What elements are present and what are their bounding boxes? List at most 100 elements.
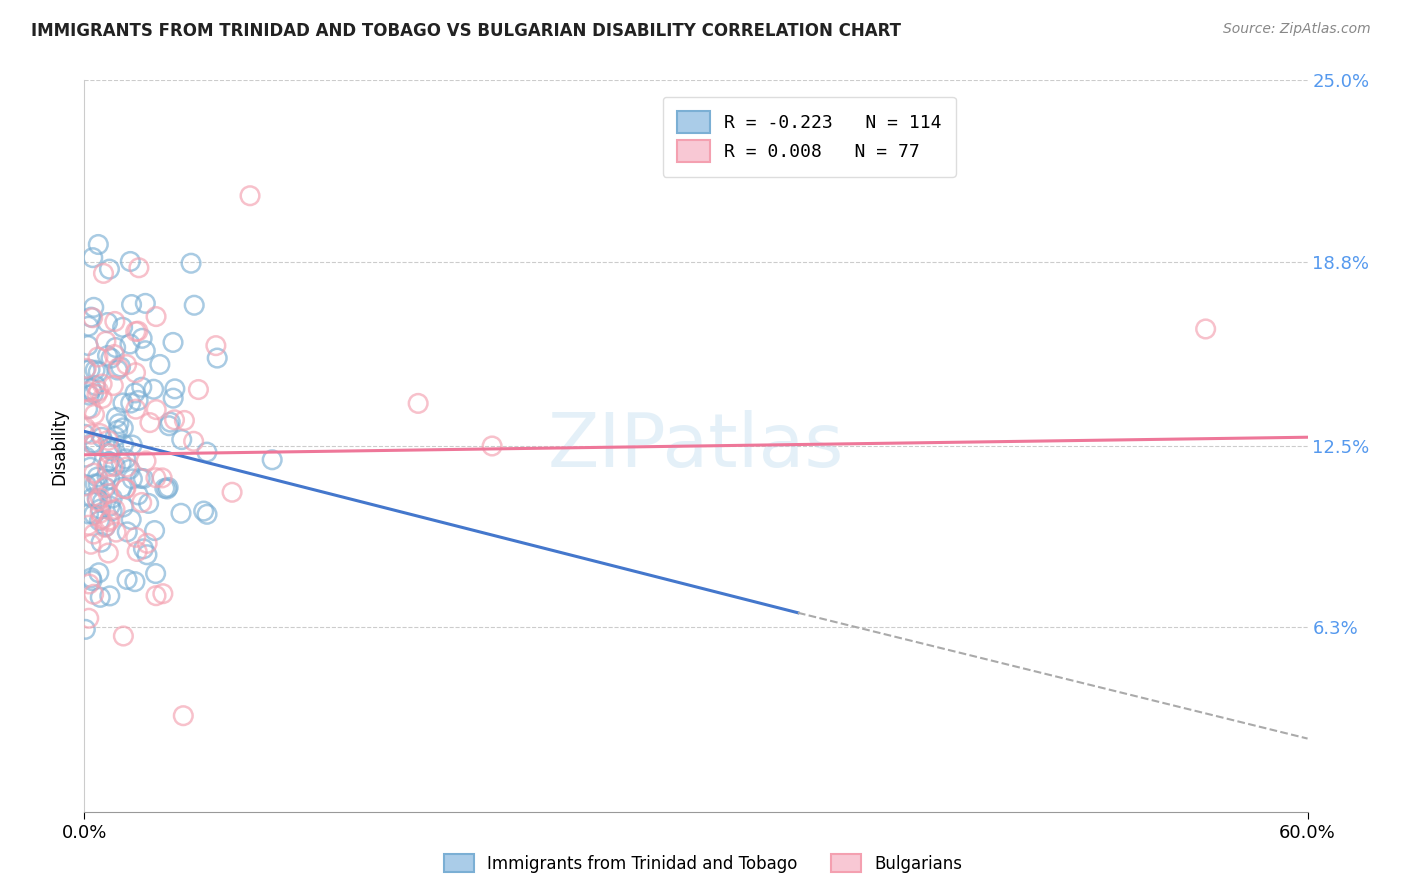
Point [100,443,122,458]
Point [86,491,108,506]
Point [98,589,121,603]
Point [80,574,103,588]
Point [80,383,103,397]
Point [87,476,110,491]
Point [111,320,134,334]
Point [96,459,118,474]
Point [121,297,143,311]
Point [107,360,129,375]
Point [163,413,186,427]
Point [97,434,120,448]
Point [262,452,284,467]
Point [86,494,108,508]
Point [136,548,159,562]
Point [131,331,153,345]
Point [73,479,96,493]
Point [101,504,124,518]
Point [117,524,139,539]
Point [406,396,429,410]
Point [131,380,153,394]
Point [121,472,143,486]
Point [195,508,218,522]
Point [125,530,148,544]
Point [104,429,127,443]
Point [94,519,117,533]
Point [142,382,165,396]
Point [93,266,115,280]
Point [90,430,112,444]
Point [173,413,195,427]
Point [96,468,118,483]
Point [112,629,135,643]
Point [115,482,138,496]
Point [131,495,153,509]
Point [187,383,209,397]
Point [112,500,135,514]
Point [77,577,100,591]
Point [82,386,104,401]
Point [105,410,128,425]
Point [118,462,141,476]
Point [98,262,121,277]
Point [80,436,103,450]
Point [75,361,97,376]
Point [94,334,117,349]
Text: ZIPatlas: ZIPatlas [548,409,844,483]
Point [86,470,108,484]
Point [83,467,105,481]
Point [75,623,97,637]
Point [145,589,167,603]
Point [120,512,142,526]
Point [127,488,149,502]
Point [83,408,105,422]
Point [96,349,118,363]
Point [132,472,155,486]
Point [112,437,135,451]
Point [97,546,120,560]
Point [124,366,146,380]
Point [110,359,132,374]
Point [157,418,180,433]
Point [127,324,149,338]
Point [112,421,135,435]
Point [152,587,174,601]
Point [91,392,114,406]
Point [84,378,107,392]
Point [125,325,148,339]
Point [180,256,202,270]
Point [90,512,112,526]
Point [94,481,117,495]
Point [104,314,127,328]
Point [76,401,98,416]
Point [79,362,101,376]
Point [107,423,129,437]
Point [118,337,141,351]
Legend: R = -0.223   N = 114, R = 0.008   N = 77: R = -0.223 N = 114, R = 0.008 N = 77 [662,96,956,177]
Point [83,437,105,451]
Point [1195,322,1218,336]
Point [134,343,156,358]
Point [138,496,160,510]
Point [120,396,142,410]
Point [128,260,150,275]
Point [105,525,128,540]
Point [89,506,111,520]
Point [98,454,121,468]
Point [159,415,181,429]
Point [97,486,120,500]
Point [129,471,152,485]
Point [170,506,193,520]
Point [75,363,97,377]
Point [153,481,176,495]
Point [157,480,180,494]
Point [221,485,243,500]
Point [111,480,134,494]
Point [170,433,193,447]
Point [134,296,156,310]
Y-axis label: Disability: Disability [51,408,69,484]
Point [79,388,101,402]
Point [73,427,96,442]
Point [77,319,100,334]
Point [98,499,121,513]
Point [87,365,110,379]
